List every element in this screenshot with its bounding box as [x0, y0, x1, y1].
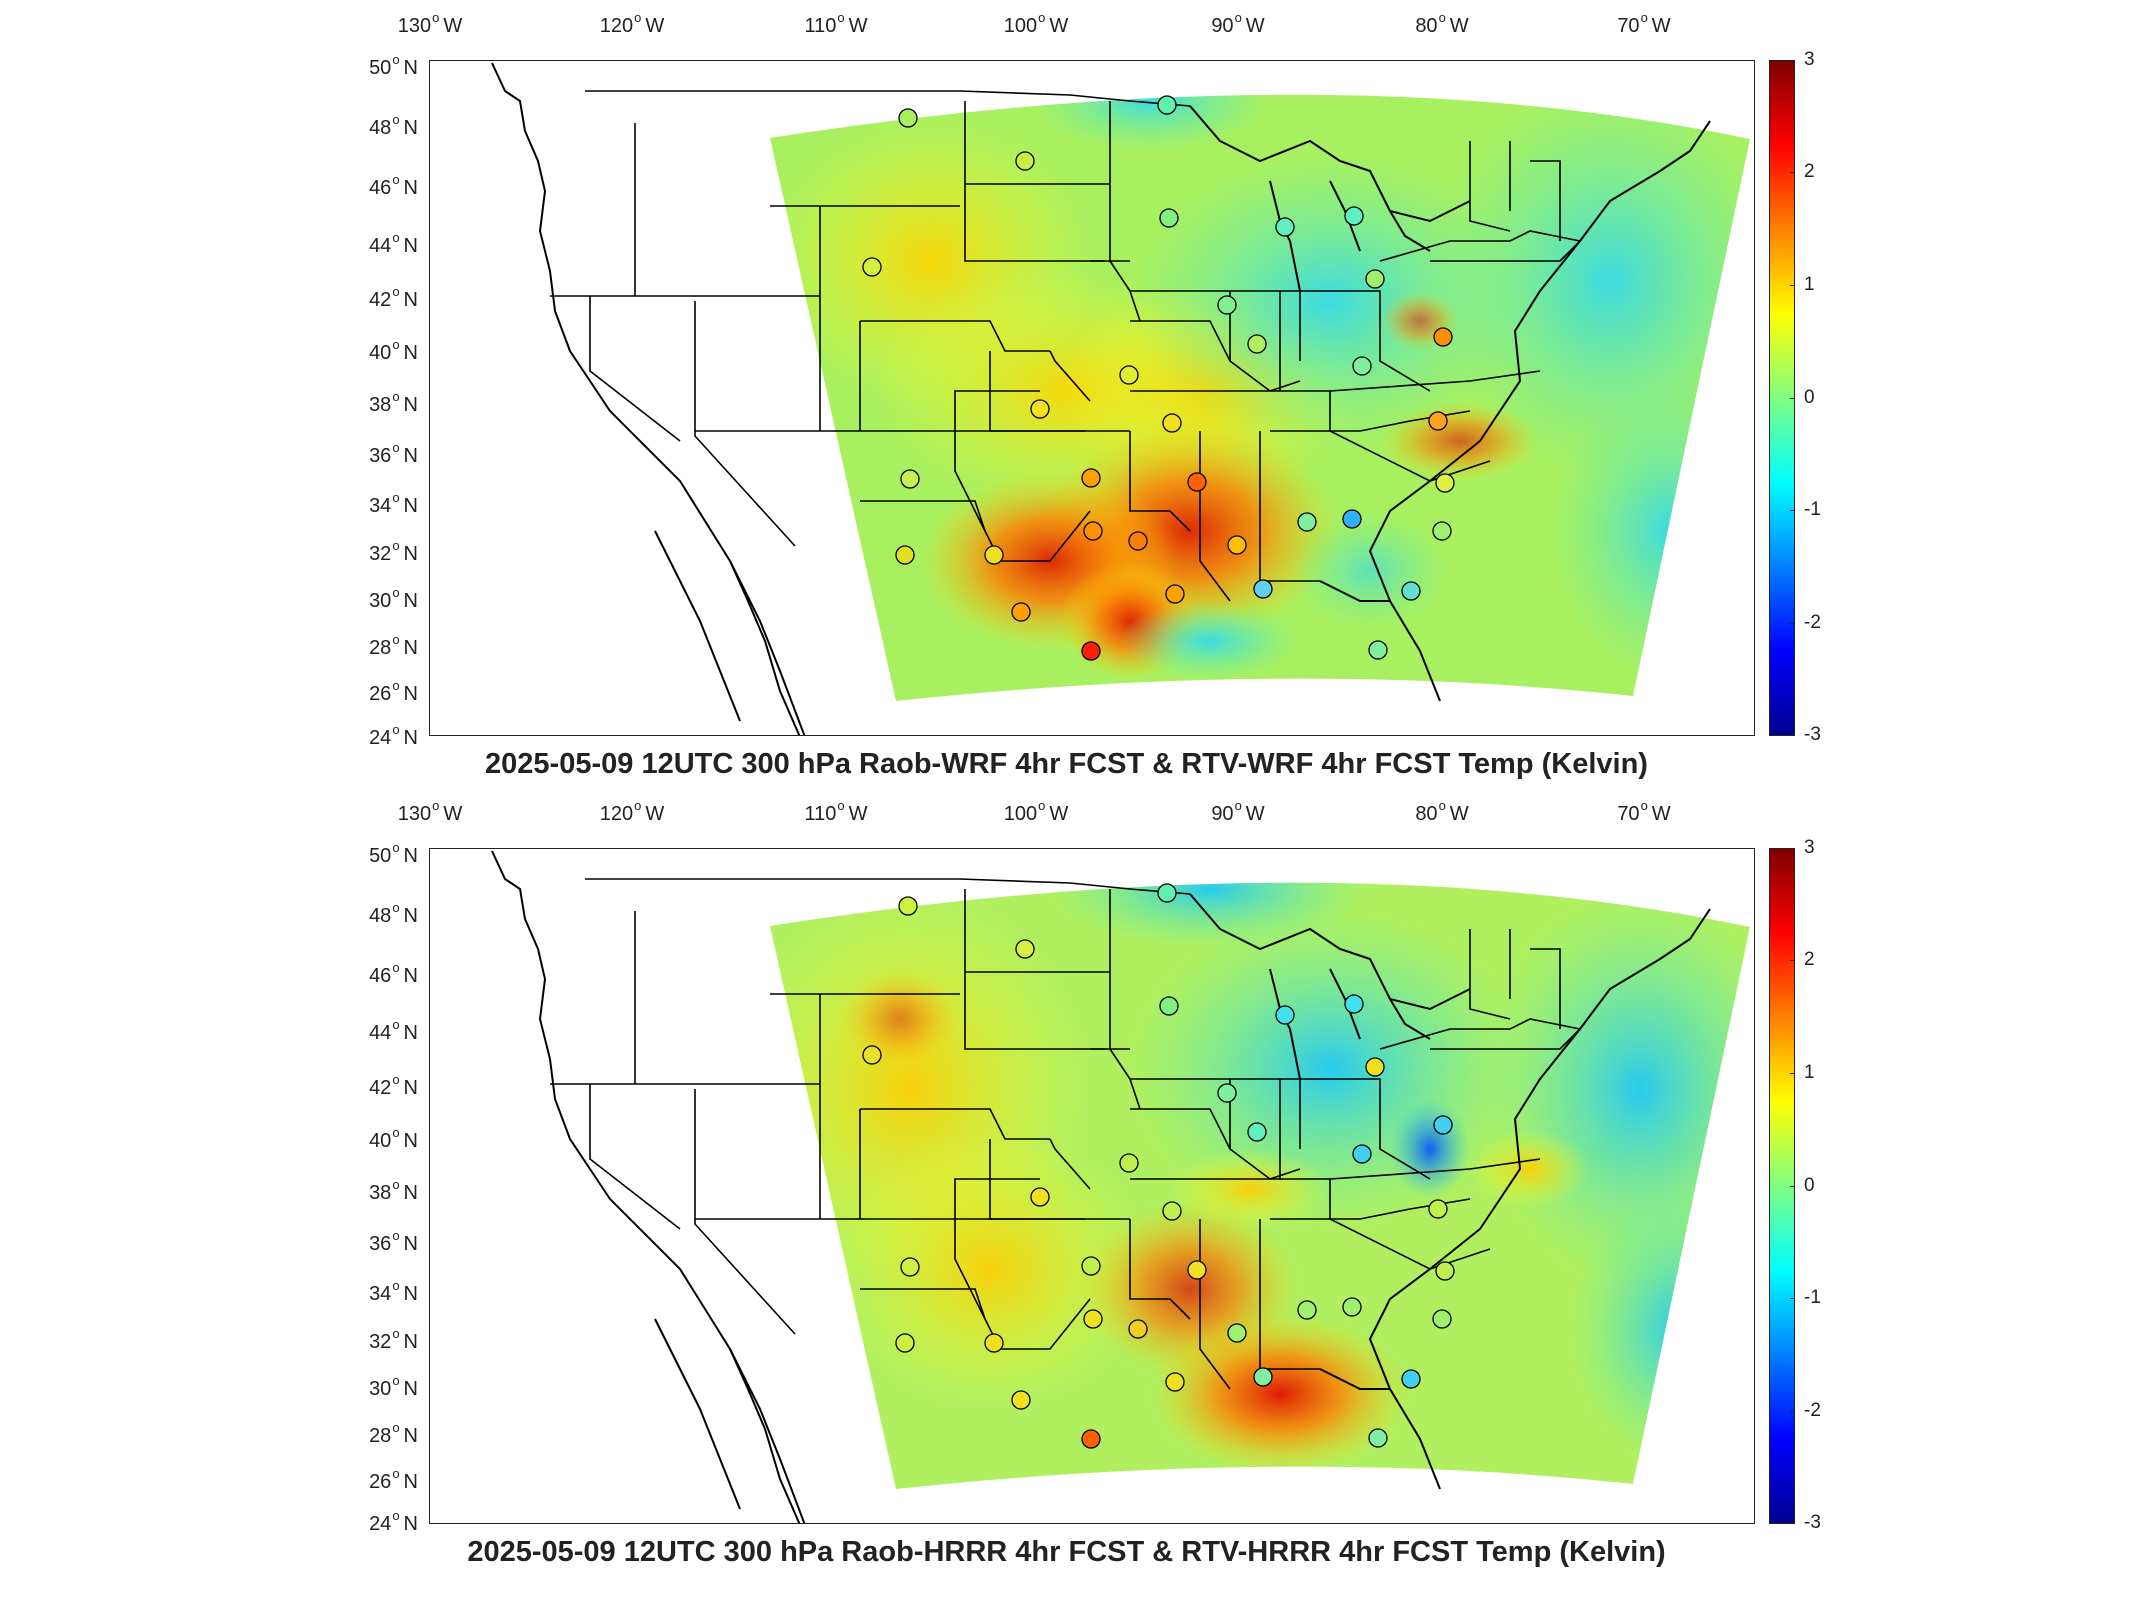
- colorbar-tick-label: 0: [1804, 387, 1815, 408]
- colorbar-tick-label: 2: [1804, 949, 1815, 970]
- colorbar-tick-label: -1: [1804, 1287, 1821, 1308]
- lat-tick-label: 26o N: [369, 1466, 418, 1493]
- lat-tick-label: 50o N: [369, 840, 418, 867]
- lat-tick-label: 38o N: [369, 1177, 418, 1204]
- lon-tick-label: 100o W: [1003, 798, 1069, 825]
- great-lakes: [1189, 893, 1711, 1490]
- lat-tick-label: 38o N: [369, 389, 418, 416]
- raob-stations: [862, 95, 1455, 661]
- lat-tick-label: 28o N: [369, 632, 418, 659]
- lon-tick-label: 90o W: [1211, 10, 1265, 37]
- lon-tick-label: 110o W: [804, 798, 868, 825]
- lon-tick-label: 90o W: [1211, 798, 1265, 825]
- colorbar-tick-label: 3: [1804, 49, 1815, 70]
- lat-tick-label: 24o N: [369, 722, 418, 749]
- lon-tick-label: 130o W: [397, 798, 463, 825]
- lon-tick-label: 80o W: [1415, 10, 1469, 37]
- colorbar-tick-label: 1: [1804, 1062, 1815, 1083]
- lat-tick-label: 32o N: [369, 1326, 418, 1353]
- state-borders: [550, 878, 1581, 1390]
- colorbar-tick-label: 2: [1804, 161, 1815, 182]
- lon-tick-label: 70o W: [1617, 798, 1671, 825]
- lat-tick-label: 48o N: [369, 900, 418, 927]
- lat-tick-label: 36o N: [369, 440, 418, 467]
- lat-tick-label: 44o N: [369, 230, 418, 257]
- colorbar-tick-label: -1: [1804, 499, 1821, 520]
- lat-tick-label: 30o N: [369, 1373, 418, 1400]
- lat-tick-label: 26o N: [369, 678, 418, 705]
- colorbar-tick-label: -2: [1804, 612, 1821, 633]
- lon-tick-label: 130o W: [397, 10, 463, 37]
- lat-tick-label: 40o N: [369, 337, 418, 364]
- colorbar-tick-label: -3: [1804, 724, 1821, 745]
- state-borders: [550, 90, 1581, 602]
- lon-tick-label: 80o W: [1415, 798, 1469, 825]
- colorbar-tick-label: -2: [1804, 1400, 1821, 1421]
- colorbar-tick-label: 0: [1804, 1175, 1815, 1196]
- map-svg: [491, 850, 1750, 1523]
- map-svg: [491, 62, 1750, 735]
- colorbar-tick-label: 3: [1804, 837, 1815, 858]
- lat-tick-label: 40o N: [369, 1125, 418, 1152]
- colorbar-tick-label: 1: [1804, 274, 1815, 295]
- lat-tick-label: 30o N: [369, 585, 418, 612]
- lat-tick-label: 36o N: [369, 1228, 418, 1255]
- lat-tick-label: 34o N: [369, 1278, 418, 1305]
- lon-tick-label: 70o W: [1617, 10, 1671, 37]
- colorbar-tick-label: -3: [1804, 1512, 1821, 1533]
- lat-tick-label: 46o N: [369, 960, 418, 987]
- lon-tick-label: 120o W: [599, 10, 665, 37]
- map-frame: [429, 60, 1755, 736]
- panel-title: 2025-05-09 12UTC 300 hPa Raob-HRRR 4hr F…: [467, 1536, 1666, 1568]
- lon-tick-label: 120o W: [599, 798, 665, 825]
- lon-tick-label: 100o W: [1003, 10, 1069, 37]
- coastline: [491, 62, 806, 735]
- lon-tick-label: 110o W: [804, 10, 868, 37]
- lat-tick-label: 46o N: [369, 172, 418, 199]
- lat-tick-label: 42o N: [369, 1072, 418, 1099]
- panel-title: 2025-05-09 12UTC 300 hPa Raob-WRF 4hr FC…: [485, 748, 1648, 780]
- lat-tick-label: 48o N: [369, 112, 418, 139]
- lat-tick-label: 28o N: [369, 1420, 418, 1447]
- lat-tick-label: 34o N: [369, 490, 418, 517]
- lat-tick-label: 42o N: [369, 284, 418, 311]
- lat-tick-label: 24o N: [369, 1508, 418, 1535]
- lat-tick-label: 50o N: [369, 52, 418, 79]
- map-frame: [429, 848, 1755, 1524]
- lat-tick-label: 44o N: [369, 1017, 418, 1044]
- lat-tick-label: 32o N: [369, 538, 418, 565]
- raob-stations: [862, 883, 1455, 1449]
- coastline: [491, 850, 806, 1523]
